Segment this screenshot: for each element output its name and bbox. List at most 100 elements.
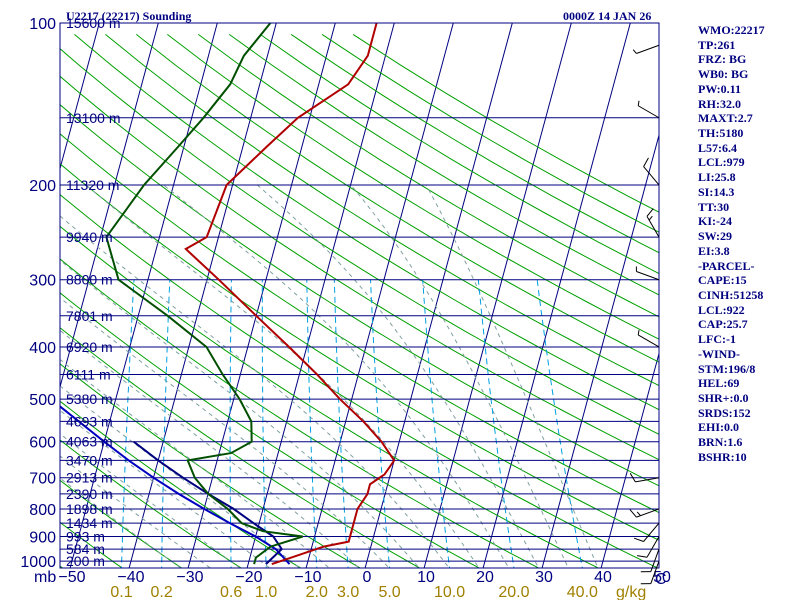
wind-barb-staff: [635, 477, 660, 483]
temperature-trace: [184, 23, 396, 566]
index-value: KI:-24: [698, 214, 732, 229]
index-value: LI:25.8: [698, 170, 736, 185]
parcel-trace: [60, 405, 291, 565]
mixing-ratio-line: [370, 279, 391, 568]
pressure-tick-label: 400: [29, 340, 56, 357]
isotherm-line: [187, 23, 336, 568]
plot-frame: [59, 22, 660, 569]
wind-barb: [635, 266, 660, 281]
mixing-ratio-unit-label: g/kg: [616, 584, 646, 600]
wind-barb: [637, 100, 660, 119]
wind-barb: [632, 44, 660, 54]
height-label: 6111 m: [66, 366, 111, 382]
height-label: 5380 m: [66, 391, 113, 407]
dry-adiabat-line: [60, 479, 183, 568]
dry-adiabat-line: [166, 34, 659, 340]
height-label: 11320 m: [66, 177, 119, 193]
height-label: 1434 m: [66, 515, 113, 531]
wind-barb-feather: [648, 215, 653, 221]
temperature-tick-label: −10: [294, 569, 321, 586]
temperature-tick-label: 10: [417, 569, 435, 586]
mixing-ratio-tick-label: 5.0: [378, 584, 400, 600]
wind-barb-staff: [636, 508, 660, 518]
height-label: 6920 m: [66, 339, 113, 355]
wind-barb-staff: [637, 105, 660, 119]
sounding-title: U2217 (22217) Sounding: [66, 9, 192, 23]
height-label: 7801 m: [66, 308, 113, 324]
index-value: EHI:0.0: [698, 420, 740, 435]
moist-adiabat-line: [60, 215, 450, 568]
pressure-tick-label: 200: [29, 178, 56, 195]
moist-adiabat-line: [60, 433, 241, 568]
index-value: SRDS:152: [698, 405, 751, 420]
index-value: -WIND-: [698, 346, 740, 361]
mixing-ratio-tick-label: 2.0: [306, 584, 328, 600]
wind-barb-feather: [643, 157, 649, 167]
dry-adiabat-line: [60, 163, 659, 541]
wind-barb-feather: [637, 100, 640, 106]
dry-adiabat-line: [60, 565, 64, 568]
index-value: MAXT:2.7: [698, 111, 753, 126]
isotherm-line: [482, 23, 631, 568]
dry-adiabat-line: [60, 193, 659, 568]
dry-adiabat-line: [60, 225, 600, 568]
pressure-tick-label: 900: [29, 529, 56, 546]
dry-adiabat-line: [60, 258, 540, 568]
mixing-ratio-tick-label: 0.2: [151, 584, 173, 600]
wind-barb: [629, 508, 660, 518]
pressure-tick-label: 100: [29, 16, 56, 33]
index-value: SHR+:0.0: [698, 390, 749, 405]
index-value: WB0: BG: [698, 67, 749, 82]
temperature-tick-label: −50: [58, 569, 85, 586]
moist-adiabat-line: [163, 184, 510, 568]
index-value: LFC:-1: [698, 332, 736, 347]
dry-adiabat-line: [105, 34, 659, 387]
wind-barb-staff: [643, 166, 660, 186]
mixing-ratio-line: [536, 279, 583, 568]
mixing-ratio-line: [120, 279, 135, 568]
mixing-ratio-tick-label: 40.0: [567, 584, 598, 600]
wind-barb: [640, 548, 660, 573]
wind-barb: [629, 473, 660, 483]
temperature-tick-label: −20: [235, 569, 262, 586]
wind-barb: [637, 536, 660, 558]
wind-barb: [640, 560, 660, 585]
height-label: 200 m: [66, 553, 105, 569]
temperature-tick-label: 50: [653, 569, 671, 586]
dry-adiabat-line: [60, 327, 421, 568]
dry-adiabat-line: [60, 363, 362, 568]
isotherm-line: [423, 23, 572, 568]
wind-barb-feather: [633, 537, 644, 542]
isotherm-line: [600, 351, 659, 568]
mixing-ratio-tick-label: 1.0: [255, 584, 277, 600]
wind-barb-staff: [637, 334, 660, 348]
height-label: 9940 m: [66, 229, 113, 245]
isotherm-line: [305, 23, 454, 568]
height-label: 13100 m: [66, 110, 120, 126]
wind-barb-feather: [629, 473, 636, 483]
index-value: BSHR:10: [698, 449, 747, 464]
index-value: SI:14.3: [698, 184, 735, 199]
sounding-indices-panel: WMO:22217 TP:261 FRZ: BG WB0: BG PW:0.11 RH:3…: [698, 23, 798, 465]
height-label: 15600 m: [66, 15, 120, 31]
temperature-tick-label: 40: [594, 569, 612, 586]
wind-barb-feather: [637, 329, 640, 336]
dry-adiabat-line: [198, 33, 659, 318]
mixing-ratio-line: [261, 279, 267, 568]
isotherm-line: [60, 23, 100, 171]
index-value: EI:3.8: [698, 243, 730, 258]
height-label: 993 m: [66, 528, 105, 544]
index-value: CINH:51258: [698, 287, 764, 302]
index-value: TT:30: [698, 199, 730, 214]
height-label: 8800 m: [66, 272, 113, 288]
temperature-tick-label: 20: [476, 569, 494, 586]
dry-adiabat-line: [60, 400, 302, 568]
wind-barb-feather: [629, 509, 637, 518]
height-label: 1898 m: [66, 501, 113, 517]
dry-adiabat-line: [0, 34, 9, 572]
wind-barb-staff: [646, 536, 660, 558]
isotherm-line: [364, 23, 513, 568]
wind-barb-feather: [646, 208, 654, 217]
dry-adiabat-line: [60, 439, 243, 568]
